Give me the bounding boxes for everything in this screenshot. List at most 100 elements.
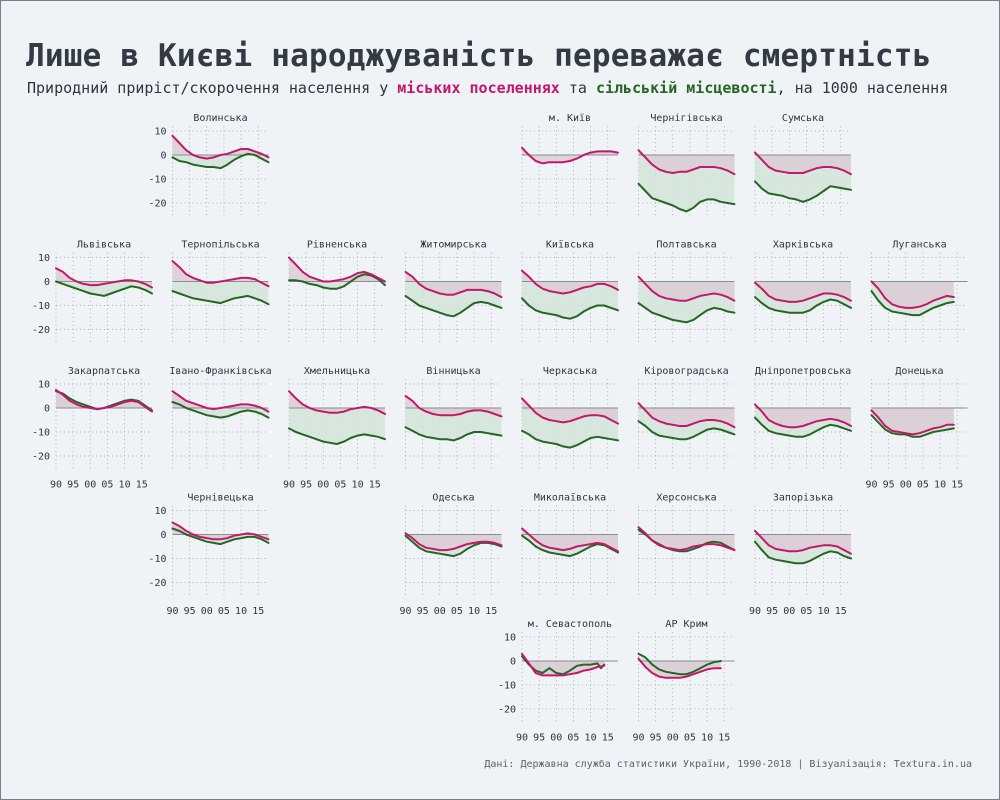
x-tick-label: 15 <box>485 606 497 617</box>
series-line-rural <box>171 290 270 306</box>
panel-title: Миколаївська <box>534 493 606 504</box>
area-urban <box>871 281 954 308</box>
series-line-rural <box>637 302 736 324</box>
series-line-urban <box>171 390 270 413</box>
panel-Київська: Київська <box>521 240 619 344</box>
y-tick-label: -20 <box>32 325 50 336</box>
x-tick-label: 05 <box>218 606 230 617</box>
panel-title: Полтавська <box>656 240 716 251</box>
area-urban <box>638 403 735 428</box>
area-urban <box>638 276 735 301</box>
series-line-rural <box>637 420 736 441</box>
x-tick-label: 00 <box>783 606 795 617</box>
panel-АР Крим: АР Крим 90 95 00 05 10 15 <box>632 619 735 743</box>
series-line-rural <box>521 534 619 558</box>
panel-Херсонська: Херсонська <box>637 493 736 597</box>
panel-title: АР Крим <box>665 619 707 630</box>
panel-Черкаська: Черкаська <box>521 366 619 471</box>
series-line-urban <box>55 389 153 413</box>
x-tick-label: 00 <box>84 479 96 490</box>
series-line-urban <box>637 149 736 176</box>
x-tick-label: 10 <box>235 606 247 617</box>
series-line-urban <box>754 281 852 303</box>
y-tick-label: -10 <box>32 428 50 439</box>
series-line-urban <box>637 402 736 429</box>
panel-Хмельницька: Хмельницька 90 95 00 05 10 15 <box>283 366 386 490</box>
y-tick-label: 10 <box>154 506 166 517</box>
panel-title: Волинська <box>193 113 247 124</box>
x-tick-label: 00 <box>201 606 213 617</box>
series-line-urban <box>637 275 736 302</box>
x-tick-label: 15 <box>136 479 148 490</box>
x-tick-label: 95 <box>417 606 429 617</box>
x-tick-label: 90 <box>516 732 528 743</box>
panel-title: Луганська <box>892 240 946 251</box>
panel-title: Одеська <box>432 493 474 504</box>
series-line-rural <box>754 180 852 203</box>
panel-Донецька: Донецька 90 95 00 05 10 15 <box>865 366 968 490</box>
series-line-rural <box>404 534 503 558</box>
x-tick-label: 05 <box>334 479 346 490</box>
y-tick-label: -20 <box>148 578 166 589</box>
panel-title: Івано-Франківська <box>169 365 271 377</box>
panel-Луганська: Луганська <box>870 240 968 344</box>
panel-Одеська: Одеська 90 95 00 05 10 15 <box>399 493 503 617</box>
y-tick-label: 0 <box>510 657 516 668</box>
series-line-urban <box>404 532 503 552</box>
area-urban <box>172 391 269 412</box>
panel-title: Закарпатська <box>68 366 140 377</box>
x-tick-label: 15 <box>602 732 614 743</box>
series-line-rural <box>171 152 270 170</box>
series-line-urban <box>754 529 852 555</box>
y-tick-label: 0 <box>160 151 166 162</box>
y-tick-label: -10 <box>498 681 516 692</box>
x-tick-label: 00 <box>317 479 329 490</box>
panel-title: Кіровоградська <box>644 365 728 377</box>
x-tick-label: 95 <box>650 732 662 743</box>
series-line-urban <box>754 151 852 176</box>
x-tick-label: 90 <box>283 479 295 490</box>
x-tick-label: 10 <box>818 606 830 617</box>
series-line-rural <box>754 296 852 314</box>
y-tick-label: -20 <box>32 452 50 463</box>
panel-Миколаївська: Миколаївська <box>521 493 619 597</box>
panel-м. Севастополь: м. Севастополь 10 0 -10 -20 90 95 00 05 10 15 <box>498 619 618 743</box>
subtitle-suffix: , на 1000 населення <box>776 79 949 97</box>
series-line-rural <box>55 280 153 297</box>
y-tick-label: -10 <box>148 175 166 186</box>
x-tick-label: 00 <box>667 732 679 743</box>
panel-title: Донецька <box>895 366 943 377</box>
area-urban <box>522 147 618 164</box>
panel-title: Тернопільська <box>181 239 259 251</box>
series-line-urban <box>171 521 270 541</box>
panel-title: Львівська <box>77 239 131 251</box>
panel-Дніпропетровська: Дніпропетровська <box>754 365 852 471</box>
x-tick-label: 15 <box>252 606 264 617</box>
area-urban <box>522 270 618 294</box>
legend-rural: сільській місцевості <box>595 79 777 97</box>
area-rural <box>172 281 269 305</box>
y-tick-label: -20 <box>498 705 516 716</box>
panel-Івано-Франківська: Івано-Франківська <box>169 365 272 471</box>
series-line-urban <box>754 403 852 429</box>
x-tick-label: 05 <box>101 479 113 490</box>
x-tick-label: 95 <box>883 479 895 490</box>
panel-title: Сумська <box>782 113 824 124</box>
x-tick-label: 00 <box>550 732 562 743</box>
y-tick-label: 0 <box>160 530 166 541</box>
panel-title: Хмельницька <box>304 366 370 377</box>
x-tick-label: 10 <box>468 606 480 617</box>
source-note: Дані: Державна служба статистики України… <box>484 759 972 770</box>
x-tick-label: 90 <box>50 479 62 490</box>
y-tick-label: 0 <box>44 404 50 415</box>
series-line-urban <box>288 390 386 415</box>
series-line-rural <box>521 297 619 320</box>
series-line-urban <box>870 280 955 309</box>
x-tick-label: 90 <box>632 732 644 743</box>
series-line-rural <box>637 182 736 213</box>
area-rural <box>56 281 152 296</box>
panel-title: Херсонська <box>656 493 716 504</box>
panel-title: Дніпропетровська <box>755 365 851 377</box>
y-tick-label: -10 <box>32 301 50 312</box>
